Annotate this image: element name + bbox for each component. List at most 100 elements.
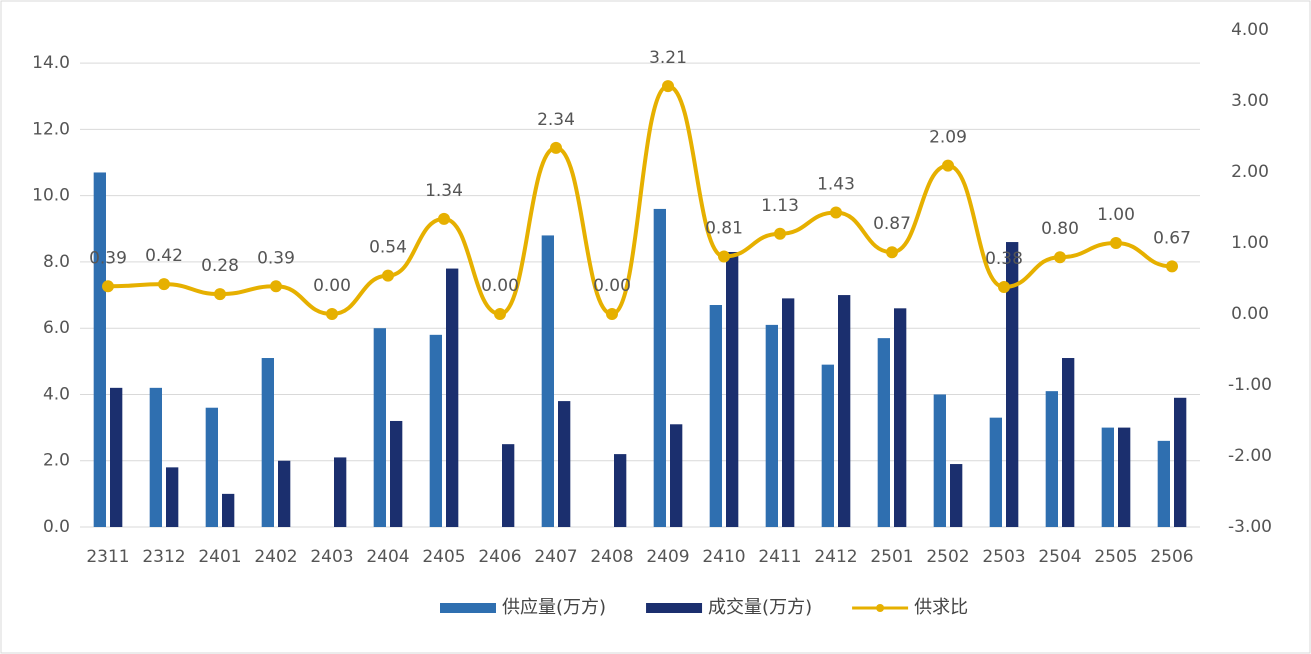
ratio-point [382, 269, 394, 282]
bar [1118, 427, 1131, 527]
data-label: 0.00 [593, 276, 631, 296]
y-tick-label: 14.0 [32, 53, 70, 73]
bar [933, 394, 946, 527]
bar [821, 364, 834, 527]
x-tick-label: 2506 [1150, 547, 1193, 567]
legend-label: 供应量(万方) [502, 597, 606, 618]
y-tick-label: 8.0 [43, 252, 70, 272]
x-tick-label: 2312 [142, 547, 185, 567]
y-tick-label: 2.0 [43, 451, 70, 471]
x-tick-label: 2505 [1094, 547, 1137, 567]
bar [373, 328, 386, 527]
data-label: 0.28 [201, 256, 239, 276]
bar [110, 387, 123, 527]
bar [93, 172, 106, 527]
ratio-point [326, 308, 338, 320]
data-label: 0.81 [705, 218, 743, 238]
bar [166, 467, 179, 527]
ratio-point [438, 212, 450, 225]
bar [261, 358, 274, 527]
x-tick-label: 2402 [254, 547, 297, 567]
y2-tick-label: 2.00 [1231, 162, 1269, 182]
bar [726, 251, 739, 527]
y-tick-label: 10.0 [32, 186, 70, 206]
x-tick-label: 2404 [366, 547, 409, 567]
data-label: 0.00 [313, 276, 351, 296]
ratio-point [718, 250, 730, 263]
ratio-point [998, 281, 1010, 294]
bar [149, 387, 162, 527]
x-tick-label: 2504 [1038, 547, 1081, 567]
bar [502, 444, 515, 527]
bar [390, 420, 403, 527]
ratio-point [606, 308, 618, 320]
bar [670, 424, 683, 527]
ratio-point [662, 80, 674, 93]
x-tick-label: 2401 [198, 547, 241, 567]
y2-tick-label: -3.00 [1228, 517, 1272, 537]
bar [838, 295, 851, 527]
ratio-point [886, 246, 898, 259]
bar [446, 268, 459, 527]
bar [205, 407, 218, 527]
bar [541, 235, 554, 527]
data-label: 1.43 [817, 174, 855, 194]
ratio-point [1054, 251, 1066, 264]
bar [1101, 427, 1114, 527]
bar [653, 208, 666, 528]
legend-label: 供求比 [914, 597, 968, 618]
bar [222, 493, 235, 527]
legend: 供应量(万方) 成交量(万方) 供求比 [440, 597, 968, 618]
legend-swatch [646, 603, 703, 613]
ratio-point [1110, 237, 1122, 249]
data-label: 0.00 [481, 276, 519, 296]
x-tick-label: 2503 [982, 547, 1025, 567]
data-label: 0.80 [1041, 219, 1079, 239]
ratio-point [774, 227, 786, 240]
y2-tick-label: 3.00 [1231, 91, 1269, 111]
y-tick-label: 0.0 [43, 517, 70, 537]
bar [709, 305, 722, 527]
legend-swatch [876, 604, 885, 612]
data-label: 3.21 [649, 48, 687, 68]
data-label: 2.34 [537, 110, 575, 130]
bar [1174, 397, 1187, 527]
x-tick-label: 2311 [86, 547, 129, 567]
x-tick-label: 2405 [422, 547, 465, 567]
x-tick-label: 2409 [646, 547, 689, 567]
y-tick-label: 12.0 [32, 119, 70, 139]
data-label: 0.87 [873, 214, 911, 234]
bar [989, 417, 1002, 527]
ratio-point [214, 288, 226, 301]
ratio-point [1166, 260, 1178, 273]
x-tick-label: 2407 [534, 547, 577, 567]
y2-tick-label: -1.00 [1228, 375, 1272, 395]
bar [782, 298, 795, 527]
bar [765, 324, 778, 527]
data-label: 1.13 [761, 196, 799, 216]
bar [334, 457, 347, 527]
x-tick-label: 2406 [478, 547, 521, 567]
data-label: 2.09 [929, 128, 967, 148]
bar [614, 454, 627, 527]
bar [558, 401, 571, 527]
ratio-point [102, 280, 114, 293]
bar [429, 334, 442, 527]
ratio-point [270, 280, 282, 293]
bar [877, 338, 890, 527]
data-label: 0.67 [1153, 228, 1191, 248]
bar [950, 464, 963, 527]
data-label: 1.34 [425, 181, 463, 201]
data-label: 0.39 [257, 248, 295, 268]
legend-swatch [440, 603, 496, 613]
bar [278, 460, 291, 527]
x-tick-label: 2412 [814, 547, 857, 567]
bar [894, 308, 907, 527]
bar [1157, 440, 1170, 527]
bar [1062, 358, 1075, 527]
x-tick-label: 2502 [926, 547, 969, 567]
y2-tick-label: -2.00 [1228, 446, 1272, 466]
ratio-point [830, 206, 842, 219]
data-label: 1.00 [1097, 205, 1135, 225]
ratio-point [942, 159, 954, 172]
